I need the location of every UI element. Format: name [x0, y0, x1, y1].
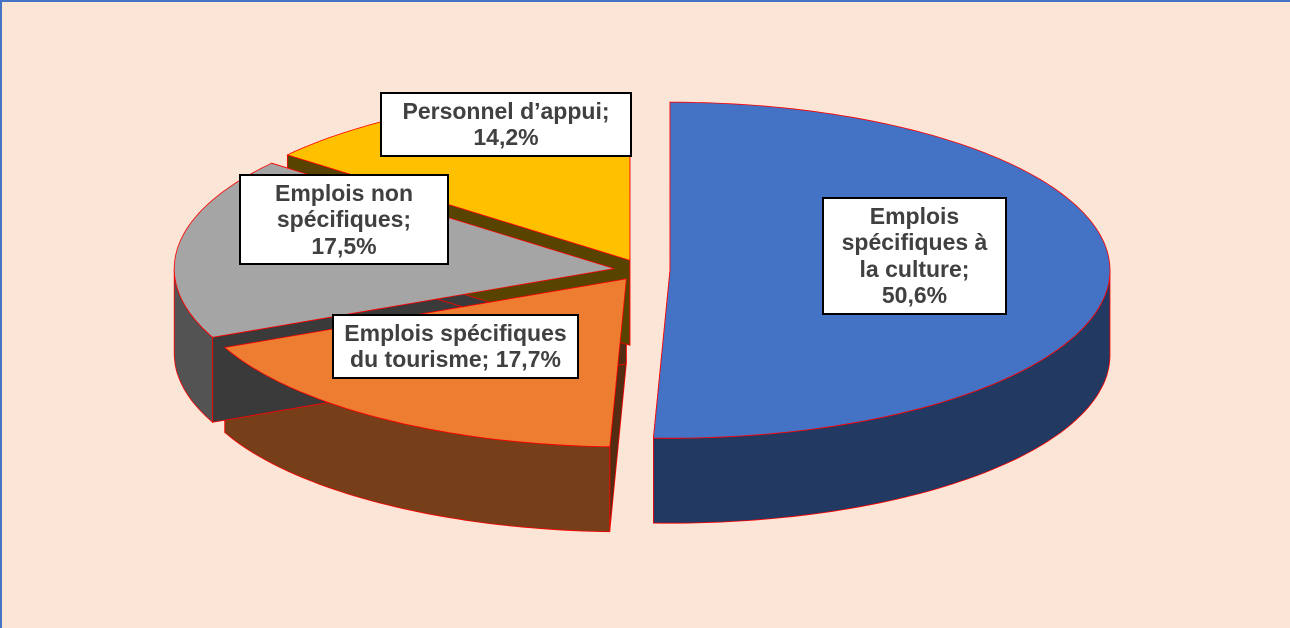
data-label: Personnel d’appui; 14,2% [380, 92, 632, 157]
data-label: Emplois spécifiques du tourisme; 17,7% [332, 314, 579, 379]
data-label: Emplois spécifiques à la culture; 50,6% [822, 197, 1007, 315]
data-label: Emplois non spécifiques; 17,5% [239, 174, 449, 266]
